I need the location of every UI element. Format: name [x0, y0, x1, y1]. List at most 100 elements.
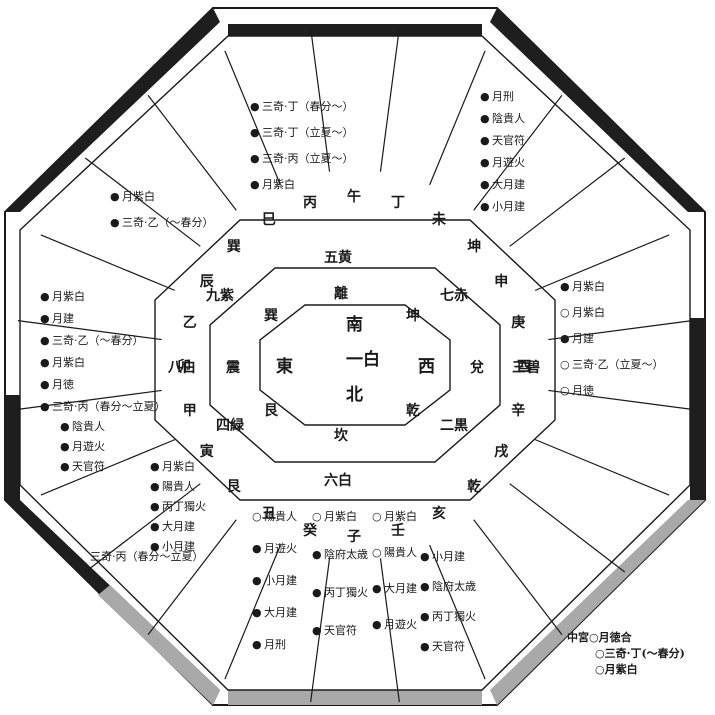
note-text: 月紫白: [122, 189, 155, 203]
note-mark: ●: [60, 420, 70, 433]
spoke-line: [509, 483, 626, 573]
legend-text-2: 月紫白: [604, 663, 638, 676]
band-bottom: [228, 690, 482, 705]
note-mark: ●: [480, 90, 490, 103]
note-text: 三奇·乙（立夏〜）: [572, 357, 664, 371]
spokes: [17, 27, 693, 703]
note-mark: ●: [420, 580, 430, 593]
note-text: 月紫白: [52, 355, 85, 369]
spoke-line: [40, 439, 176, 496]
note-text: 月紫白: [572, 279, 605, 293]
legend-mark-1: ○: [595, 647, 605, 660]
ne-extra-note: 三奇·丙（春分〜立夏）: [90, 549, 204, 563]
note-mark: ○: [372, 510, 382, 523]
palace-northwest-trigram: 乾: [406, 402, 420, 419]
note-text: 陽貴人: [162, 479, 195, 493]
ring-3: [154, 219, 556, 501]
note-text: 月遊火: [492, 155, 525, 169]
palace-east-star: 八白: [167, 359, 196, 376]
note-mark: ●: [312, 586, 322, 599]
note-mark: ●: [150, 460, 160, 473]
mountain-label: 坤: [467, 238, 481, 255]
note-mark: ●: [420, 610, 430, 623]
palace-west-trigram: 兌: [470, 359, 484, 376]
spoke-line: [147, 94, 237, 211]
note-mark: ○: [312, 510, 322, 523]
note-text: 大月建: [492, 177, 525, 191]
palace-northwest-star: 二黒: [440, 418, 468, 434]
note-mark: ●: [40, 378, 50, 391]
note-mark: ●: [252, 574, 262, 587]
band-top-right: [490, 8, 705, 212]
band-bottom-right: [490, 500, 705, 705]
band-right: [690, 318, 705, 500]
note-mark: ●: [480, 200, 490, 213]
mountain-label: 巳: [262, 212, 276, 228]
center-west: 西: [418, 357, 435, 377]
note-text: 月遊火: [264, 541, 297, 555]
note-text: 月紫白: [384, 509, 417, 523]
mountain-label: 卯: [177, 359, 191, 375]
note-mark: ●: [60, 460, 70, 473]
palace-southeast-trigram: 巽: [264, 308, 278, 324]
mountain-label: 甲: [183, 403, 197, 419]
note-mark: ●: [250, 152, 260, 165]
note-text: 三奇·丙（立夏〜）: [262, 151, 354, 165]
mountain-label: 癸: [302, 522, 318, 539]
ring-1: [259, 304, 451, 426]
note-text: 小月建: [162, 539, 195, 553]
note-text: 陰府太歳: [324, 547, 368, 561]
palace-south-star: 五黄: [324, 249, 352, 266]
legend-row-0: 中宮○月徳合: [567, 630, 685, 646]
spoke-line: [310, 27, 331, 172]
spoke-line: [310, 558, 331, 703]
note-text: 丙丁獨火: [432, 609, 476, 623]
note-mark: ●: [150, 480, 160, 493]
palace-north-trigram: 坎: [334, 427, 349, 444]
palace-east-trigram: 震: [225, 360, 241, 376]
note-mark: ●: [40, 290, 50, 303]
note-text: 大月建: [384, 581, 417, 595]
note-mark: ●: [110, 190, 120, 203]
spoke-line: [40, 234, 176, 291]
spoke-line: [17, 389, 162, 410]
legend-text-1: 三奇·丁(〜春分): [604, 647, 685, 660]
mountain-label: 子: [347, 529, 361, 545]
mountain-label: 申: [494, 273, 508, 290]
center-label-text: 一白: [346, 349, 380, 370]
ring-outer: [19, 35, 691, 691]
mountain-label: 酉: [517, 359, 531, 375]
spoke-line: [84, 483, 201, 573]
note-text: 陰貴人: [72, 419, 105, 433]
legend-title: 中宮: [567, 631, 589, 644]
legend-row-1: ○三奇·丁(〜春分): [567, 646, 685, 662]
note-text: 天官符: [72, 459, 105, 473]
ring-2: [209, 267, 501, 463]
mountain-label: 丁: [391, 195, 405, 211]
note-mark: ●: [250, 126, 260, 139]
spoke-line: [534, 234, 670, 291]
legend-mark-2: ○: [595, 663, 605, 676]
note-text: 月建: [572, 331, 594, 345]
mountain-label: 戌: [494, 443, 508, 460]
note-text: 月建: [52, 311, 74, 325]
note-text: 大月建: [162, 519, 195, 533]
note-mark: ○: [560, 358, 570, 371]
spoke-line: [548, 320, 693, 341]
note-mark: ○: [560, 306, 570, 319]
legend-row-2: ○月紫白: [567, 662, 685, 678]
note-mark: ●: [150, 540, 160, 553]
note-mark: ●: [312, 624, 322, 637]
spoke-line: [84, 157, 201, 247]
note-mark: ○: [252, 510, 262, 523]
mountain-label: 辛: [511, 402, 525, 419]
note-mark: ●: [420, 640, 430, 653]
spoke-line: [509, 157, 626, 247]
note-text: 月紫白: [162, 459, 195, 473]
palace-southeast-star: 九紫: [205, 287, 234, 304]
note-mark: ●: [372, 618, 382, 631]
note-mark: ●: [312, 548, 322, 561]
note-mark: ○: [372, 546, 382, 559]
